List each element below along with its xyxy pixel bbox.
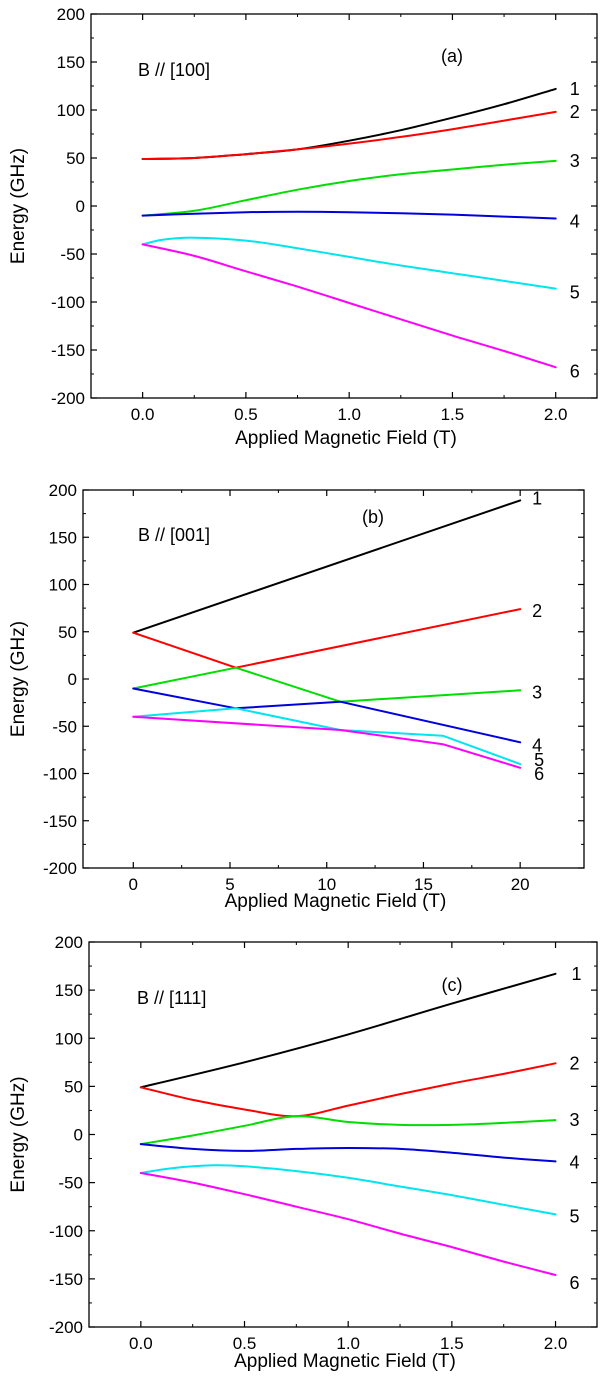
series-line-2 (139, 1062, 557, 1118)
y-tick-label: -50 (60, 245, 85, 264)
x-tick-label: 15 (414, 875, 433, 894)
series-line-5 (141, 236, 557, 290)
series-line-1 (141, 87, 557, 160)
y-tick-label: -200 (43, 859, 77, 878)
x-tick-label: 0 (129, 875, 138, 894)
series-end-label: 2 (570, 1053, 580, 1073)
series-end-label: 6 (534, 764, 544, 784)
y-tick-label: -100 (49, 1222, 83, 1241)
y-tick-label: -150 (43, 812, 77, 831)
series-end-label: 4 (570, 211, 580, 231)
y-tick-label: 150 (57, 53, 85, 72)
x-tick-label: 2.0 (544, 1334, 568, 1353)
y-tick-label: -100 (43, 765, 77, 784)
panel-label: (a) (441, 46, 463, 66)
series-end-label: 2 (570, 102, 580, 122)
series-line-4 (139, 1143, 557, 1163)
series-line-1 (132, 499, 522, 634)
x-axis-label: Applied Magnetic Field (T) (235, 428, 457, 449)
y-axis-label: Energy (GHz) (8, 1076, 29, 1192)
y-tick-label: 0 (68, 670, 77, 689)
y-tick-label: 100 (57, 101, 85, 120)
y-tick-label: -100 (51, 293, 85, 312)
x-tick-label: 2.0 (544, 405, 568, 424)
series-end-label: 1 (570, 79, 580, 99)
y-tick-label: 200 (49, 481, 77, 500)
series-end-label: 3 (570, 151, 580, 171)
y-tick-label: 0 (74, 1126, 83, 1145)
x-tick-label: 5 (225, 875, 234, 894)
x-tick-label: 20 (511, 875, 530, 894)
series-line-6 (141, 243, 557, 369)
series-line-6 (132, 715, 522, 769)
series-line-2 (141, 110, 557, 160)
series-line-3 (141, 159, 557, 217)
series-end-label: 1 (572, 964, 582, 984)
series-end-label: 1 (532, 488, 542, 508)
series-end-label: 6 (570, 361, 580, 381)
x-tick-label: 0.0 (129, 1334, 153, 1353)
y-tick-label: 200 (55, 933, 83, 952)
series-line-4 (132, 687, 522, 744)
y-tick-label: -200 (49, 1318, 83, 1337)
series-line-3 (132, 666, 522, 703)
y-tick-label: 0 (76, 197, 85, 216)
y-tick-label: -150 (51, 341, 85, 360)
y-axis-label: Energy (GHz) (8, 148, 29, 264)
series-end-label: 3 (570, 1110, 580, 1130)
panel-label: (b) (362, 507, 384, 527)
y-tick-label: -150 (49, 1270, 83, 1289)
y-axis-label: Energy (GHz) (8, 621, 29, 737)
x-axis-label: Applied Magnetic Field (T) (234, 1351, 456, 1372)
x-tick-label: 1.0 (337, 405, 361, 424)
chart-panel-3: -200 -150 -100 -50 0 50 100 150 200 0.0 0.5 1.0 1.5 2… (8, 933, 598, 1372)
series-line-4 (141, 210, 557, 220)
y-tick-label: 50 (66, 149, 85, 168)
x-axis-label: Applied Magnetic Field (T) (225, 891, 447, 912)
series-line-2 (132, 608, 522, 669)
series-end-label: 5 (570, 1206, 580, 1226)
field-direction-annotation: B // [100] (138, 60, 210, 80)
series-line-6 (139, 1172, 557, 1276)
y-tick-label: 150 (49, 528, 77, 547)
series-end-label: 4 (570, 1152, 580, 1172)
x-tick-label: 1.0 (336, 1334, 360, 1353)
field-direction-annotation: B // [111] (137, 988, 206, 1008)
plot-frame (82, 489, 585, 869)
panel-label: (c) (442, 975, 463, 995)
y-tick-label: -50 (52, 717, 77, 736)
y-tick-label: -50 (58, 1174, 83, 1193)
x-tick-label: 0.5 (234, 405, 258, 424)
series-end-label: 5 (534, 750, 544, 770)
series-end-label: 4 (532, 735, 542, 755)
series-line-5 (139, 1164, 557, 1216)
series-line-5 (132, 707, 522, 766)
y-tick-label: -200 (51, 389, 85, 408)
x-tick-label: 0.0 (131, 405, 155, 424)
y-tick-label: 100 (49, 576, 77, 595)
series-line-3 (139, 1115, 557, 1146)
series-end-label: 3 (532, 682, 542, 702)
y-tick-label: 50 (58, 623, 77, 642)
x-tick-label: 0.5 (233, 1334, 257, 1353)
y-tick-label: 150 (55, 981, 83, 1000)
x-tick-label: 1.5 (441, 405, 465, 424)
y-tick-label: 200 (57, 5, 85, 24)
y-tick-label: 100 (55, 1029, 83, 1048)
series-end-label: 6 (570, 1273, 580, 1293)
series-end-label: 2 (532, 601, 542, 621)
x-tick-label: 1.5 (440, 1334, 464, 1353)
y-tick-label: 50 (64, 1077, 83, 1096)
field-direction-annotation: B // [001] (138, 525, 210, 545)
series-line-1 (139, 972, 557, 1089)
chart-panel-1: -200 -150 -100 -50 0 50 100 150 200 0.0 0.5 1.0 1.5 2… (8, 5, 598, 449)
x-tick-label: 10 (317, 875, 336, 894)
series-end-label: 5 (570, 283, 580, 303)
